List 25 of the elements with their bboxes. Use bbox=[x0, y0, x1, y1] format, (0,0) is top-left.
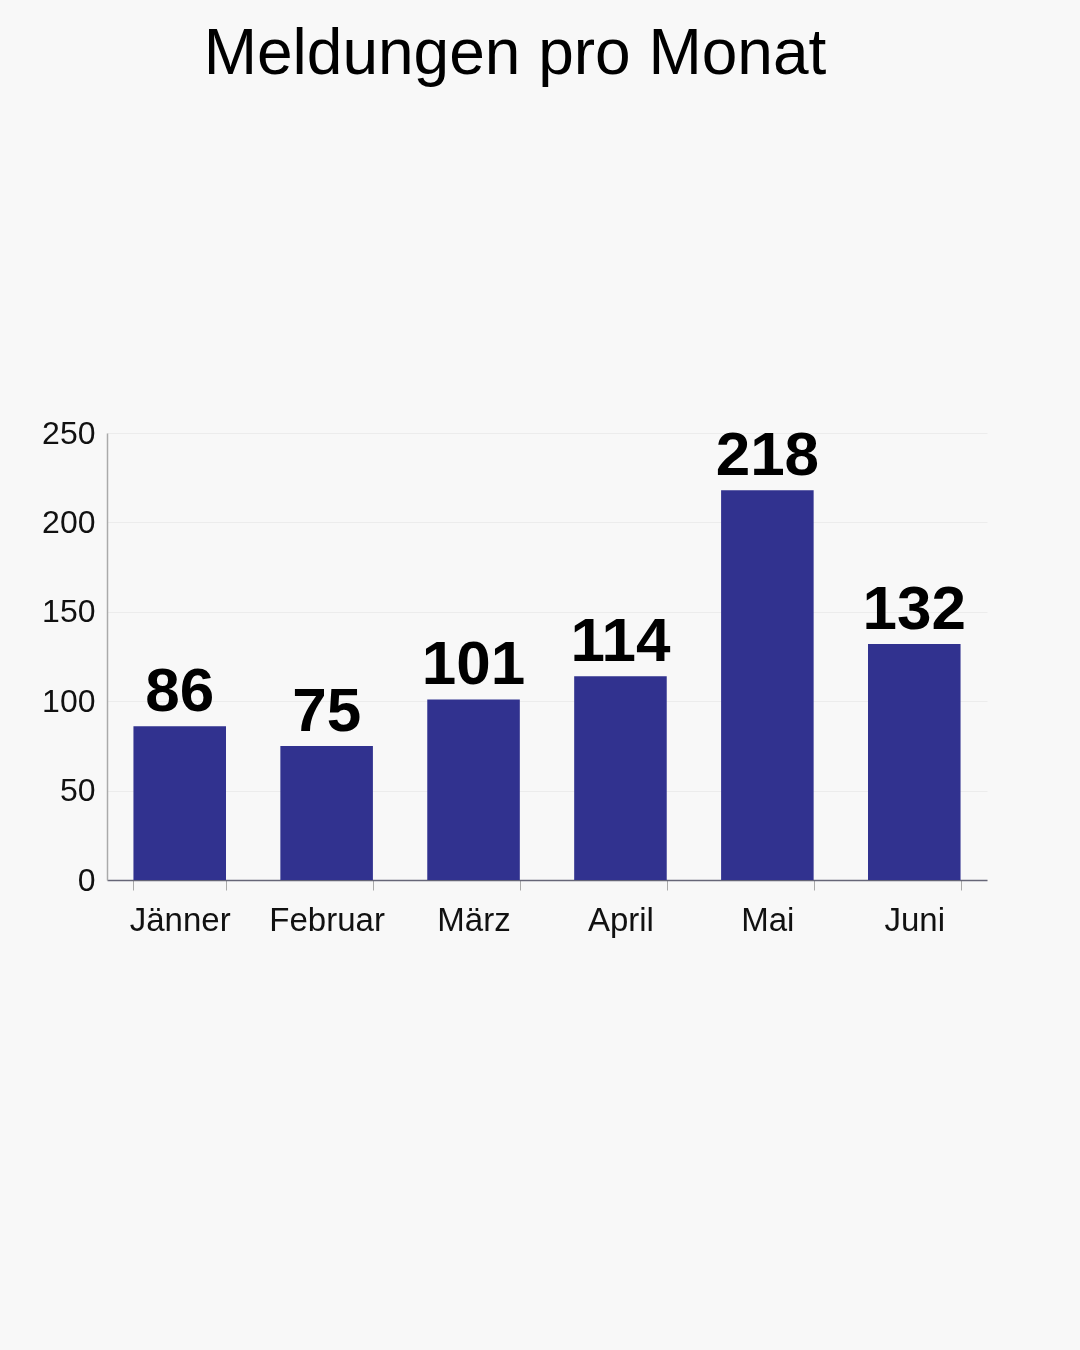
data-label: 114 bbox=[570, 605, 671, 675]
data-label: 75 bbox=[292, 674, 362, 744]
bar bbox=[721, 490, 814, 880]
y-tick-label: 50 bbox=[59, 772, 96, 809]
x-tick-label: Mai bbox=[741, 900, 795, 938]
bar bbox=[574, 676, 667, 880]
x-tick-label: Juni bbox=[884, 900, 946, 938]
bar bbox=[427, 699, 520, 880]
data-label: 132 bbox=[862, 572, 967, 642]
y-tick-label: 100 bbox=[42, 682, 96, 719]
bar bbox=[868, 643, 961, 880]
y-tick-label: 200 bbox=[42, 503, 96, 540]
data-label: 218 bbox=[715, 419, 820, 489]
bar bbox=[280, 745, 373, 880]
x-tick-label: Jänner bbox=[129, 900, 231, 938]
y-tick-label: 150 bbox=[42, 593, 96, 630]
chart-title: Meldungen pro Monat bbox=[203, 16, 827, 88]
x-tick-label: April bbox=[587, 900, 654, 938]
x-tick-label: Februar bbox=[269, 900, 385, 938]
x-tick-label: März bbox=[437, 900, 511, 938]
data-label: 86 bbox=[145, 655, 215, 725]
bar bbox=[133, 726, 226, 880]
data-label: 101 bbox=[421, 628, 526, 698]
y-tick-label: 0 bbox=[77, 861, 96, 898]
y-tick-label: 250 bbox=[42, 414, 96, 451]
